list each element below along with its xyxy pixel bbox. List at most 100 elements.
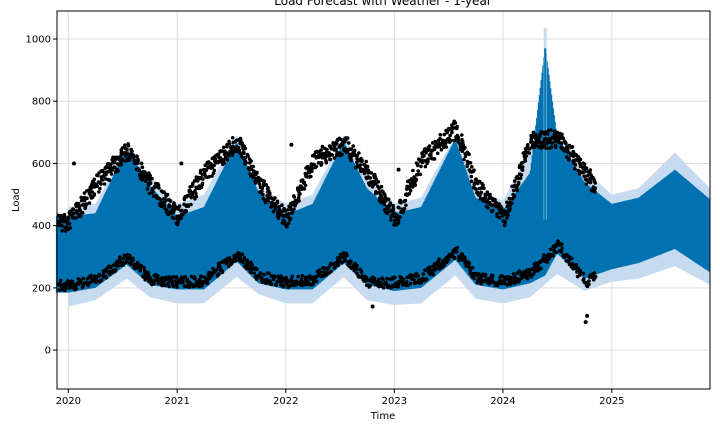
observed-point [140, 177, 145, 182]
observed-point [544, 146, 549, 150]
observed-point [316, 161, 321, 165]
observed-point [553, 143, 558, 148]
observed-point [588, 171, 592, 175]
observed-point [408, 180, 413, 185]
observed-point [460, 133, 464, 137]
observed-point [299, 277, 304, 282]
observed-point [254, 277, 259, 282]
observed-point [424, 150, 428, 155]
observed-point [113, 158, 117, 163]
observed-point [234, 259, 238, 263]
observed-point [186, 204, 191, 209]
observed-point [372, 279, 377, 284]
x-tick-label: 2023 [382, 396, 407, 407]
observed-point [357, 151, 361, 155]
observed-point [282, 284, 286, 288]
observed-point [63, 286, 68, 290]
observed-point [314, 274, 319, 279]
observed-point [268, 279, 272, 283]
observed-point [109, 172, 114, 176]
observed-point [255, 170, 259, 175]
observed-point [187, 285, 191, 289]
observed-point [536, 266, 540, 271]
observed-point [477, 193, 482, 198]
observed-point [548, 247, 553, 252]
observed-point [355, 267, 360, 271]
observed-point [448, 133, 452, 138]
x-tick-label: 2024 [490, 396, 515, 407]
observed-point [567, 157, 571, 162]
observed-point [271, 209, 276, 214]
observed-point [481, 183, 485, 187]
observed-point [170, 279, 175, 283]
observed-point [189, 195, 194, 200]
observed-point [341, 251, 346, 255]
observed-point [434, 263, 439, 267]
observed-point [581, 161, 585, 165]
observed-point [424, 277, 429, 281]
observed-point [452, 119, 457, 124]
observed-point [257, 182, 262, 186]
observed-point [391, 203, 395, 208]
observed-point [387, 210, 391, 214]
observed-point [515, 186, 519, 191]
observed-point [286, 221, 291, 226]
observed-point [258, 190, 263, 195]
observed-point [125, 147, 129, 152]
observed-point [442, 132, 447, 137]
observed-point [388, 201, 393, 205]
observed-point [74, 286, 79, 291]
observed-point [460, 139, 465, 144]
observed-point [212, 168, 217, 173]
observed-point [116, 264, 120, 268]
observed-point [190, 191, 195, 195]
observed-point [322, 266, 327, 270]
observed-point [419, 281, 423, 285]
observed-point [340, 261, 345, 265]
observed-point [396, 285, 401, 289]
observed-point [296, 195, 301, 200]
observed-point [507, 196, 512, 201]
observed-point [225, 158, 230, 162]
observed-point [136, 161, 140, 166]
observed-outlier [583, 320, 588, 325]
observed-point [211, 266, 215, 271]
observed-point [532, 145, 537, 150]
observed-point [183, 275, 188, 279]
observed-point [192, 179, 197, 183]
observed-point [440, 142, 445, 146]
observed-point [527, 147, 531, 151]
observed-point [520, 165, 525, 169]
observed-point [418, 172, 423, 177]
observed-point [125, 258, 129, 263]
y-tick-label: 600 [32, 159, 51, 170]
observed-point [364, 275, 369, 280]
observed-point [389, 218, 393, 222]
observed-point [470, 165, 474, 169]
observed-point [78, 214, 83, 218]
observed-point [275, 199, 280, 204]
observed-point [374, 177, 379, 181]
observed-point [131, 258, 135, 262]
observed-point [156, 274, 160, 278]
observed-point [365, 164, 370, 169]
observed-point [584, 182, 589, 186]
observed-point [260, 186, 265, 191]
observed-point [401, 277, 406, 282]
observed-point [573, 166, 577, 171]
observed-point [245, 258, 249, 263]
observed-point [432, 266, 437, 271]
observed-point [410, 273, 415, 278]
observed-point [349, 147, 354, 151]
observed-point [577, 161, 582, 165]
observed-point [204, 175, 208, 179]
observed-point [174, 275, 179, 279]
y-axis-label: Load [11, 188, 22, 212]
observed-point [560, 246, 564, 250]
x-tick-label: 2021 [164, 396, 189, 407]
observed-point [241, 150, 246, 154]
observed-point [298, 192, 302, 196]
observed-point [483, 272, 488, 277]
observed-point [318, 149, 323, 153]
observed-point [103, 177, 108, 181]
